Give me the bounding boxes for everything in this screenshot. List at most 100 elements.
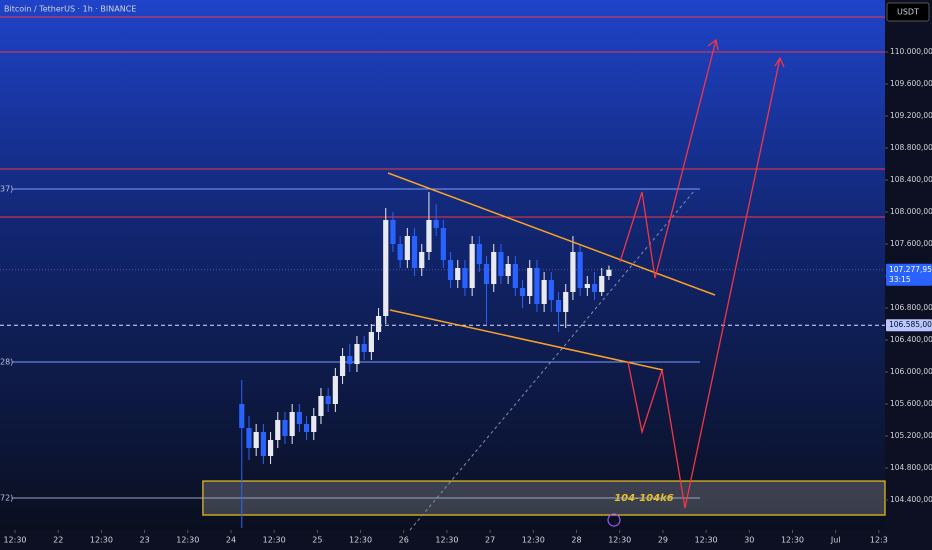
x-tick-label: 12:30 [263,536,286,545]
y-tick-label: 108.400,00 [890,175,932,184]
candle-body [318,396,324,416]
candle-body [411,236,418,268]
candle-body [383,220,389,316]
x-tick-label: 25 [312,536,322,545]
candle-body [282,420,288,436]
zone-label: 104-104k6 [614,493,674,504]
x-tick-label: 12:30 [781,536,804,545]
candle-body [239,404,245,428]
candle-body [419,252,425,268]
candle-body [390,220,396,244]
candle-body [534,268,540,304]
candle-body [599,276,605,292]
candle-body [527,268,533,296]
y-tick-label: 108.000,00 [890,207,932,216]
candle-body [476,244,482,264]
candle-body [563,292,569,312]
arrow-head [774,56,785,68]
y-tick-label: 106.400,00 [890,335,932,344]
x-tick-label: 30 [744,536,754,545]
candle-body [555,300,562,312]
candle-body [296,412,302,424]
candle-body [577,252,583,288]
event-icon[interactable] [607,513,621,527]
x-tick-label: 12:30 [90,536,113,545]
price-tag-label: 107.277,95 [889,265,932,274]
x-tick-label: 12:30 [176,536,199,545]
candle-body [289,412,295,436]
candle-body [354,344,360,364]
y-tick-label: 106.000,00 [890,367,932,376]
candle-body [397,244,403,260]
candle-body [246,428,252,448]
candle-body [570,252,576,292]
candle-body [311,416,317,432]
y-tick-label: 107.600,00 [890,239,932,248]
y-tick-label: 104.800,00 [890,463,932,472]
candle-body [404,236,410,260]
upper-trendline [387,172,716,296]
x-tick-label: 12:30 [3,536,26,545]
candle-body [347,356,353,364]
y-tick-label: 109.600,00 [890,79,932,88]
x-tick-label: 12:3 [870,536,888,545]
candle-body [375,316,382,332]
bear-path-arrow [627,57,781,509]
x-tick-label: 23 [139,536,149,545]
y-tick-label: 105.600,00 [890,399,932,408]
x-tick-label: 12:30 [349,536,372,545]
candle-body [368,332,374,352]
candle-body [498,252,504,276]
currency: USDT [897,8,919,17]
candle-body [606,269,612,276]
x-tick-label: 12:30 [608,536,631,545]
price-tag-label: 106.585,00 [889,320,932,329]
candle-body [505,264,511,276]
x-tick-label: 28 [571,536,581,545]
candle-body [483,264,490,284]
y-tick-label: 109.200,00 [890,111,932,120]
candle-body [361,344,367,352]
candle-body [512,264,518,288]
candle-body [267,440,274,456]
countdown: 33:15 [889,275,911,284]
candle-body [491,252,497,284]
candle-body [275,420,281,440]
diagonal-guide [409,189,696,531]
y-tick-label: 104.400,00 [890,495,932,504]
price-tag [886,263,932,286]
time-axis [0,530,885,550]
level-label: 72) [0,494,13,503]
x-tick-label: 26 [399,536,409,545]
candle-body [332,376,338,404]
candle-body [548,280,554,300]
candle-body [519,288,526,296]
x-tick-label: 27 [485,536,495,545]
x-tick-label: 29 [658,536,668,545]
candle-body [303,424,310,432]
drawings: 104-104k6 37) 28) 72) [0,16,886,528]
candle-body [447,260,454,280]
x-tick-label: 22 [53,536,63,545]
bull-path-arrow [619,39,717,279]
candle-body [455,268,461,280]
candle-body [426,220,432,252]
candle-body [339,356,346,376]
x-tick-label: 12:30 [435,536,458,545]
y-tick-label: 105.200,00 [890,431,932,440]
candle-body [584,284,590,288]
candle-body [260,432,266,456]
currency-box[interactable] [886,2,930,22]
lower-trendline [389,309,664,371]
candle-body [469,244,475,288]
symbol-title: Bitcoin / TetherUS · 1h · BINANCE [4,5,136,14]
candle-body [591,284,598,292]
price-tag [886,319,932,332]
x-tick-label: 12:30 [522,536,545,545]
x-tick-label: 12:30 [695,536,718,545]
candle-body [433,220,439,228]
candle-body [325,396,331,404]
level-label: 37) [0,185,13,194]
candle-body [253,432,259,448]
